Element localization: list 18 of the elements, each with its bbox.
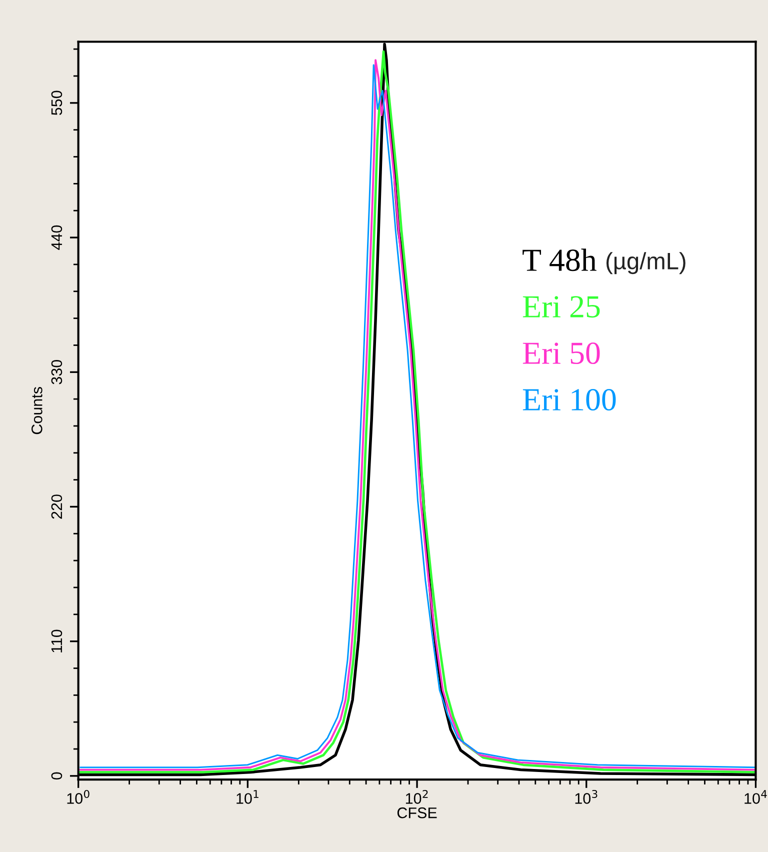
x-tick-label: 10$^{4}$ [744,790,767,804]
text: Eri 50 [522,342,600,364]
x-tick-label: 10$^{1}$ [236,790,258,804]
y-tick-label: 440 [51,225,62,250]
x-tick-label: 10$^{3}$ [575,790,598,804]
text: Eri 25 [522,296,600,318]
x-tick-label: 10$^{2}$ [406,790,428,804]
y-tick-label: 330 [51,360,62,384]
y-tick-label: 110 [51,630,62,652]
x-axis-title: CFSE [397,807,437,818]
y-tick-label: 0 [51,772,62,780]
legend-title: (µg/mL) [606,252,686,274]
y-tick-label: 220 [51,494,62,519]
y-tick-label: 550 [51,90,62,116]
y-axis-title: Counts [32,387,42,434]
text: Eri 100 [522,388,616,411]
x-tick-label: 10$^{0}$ [67,790,90,804]
text: T 48h [522,248,596,272]
